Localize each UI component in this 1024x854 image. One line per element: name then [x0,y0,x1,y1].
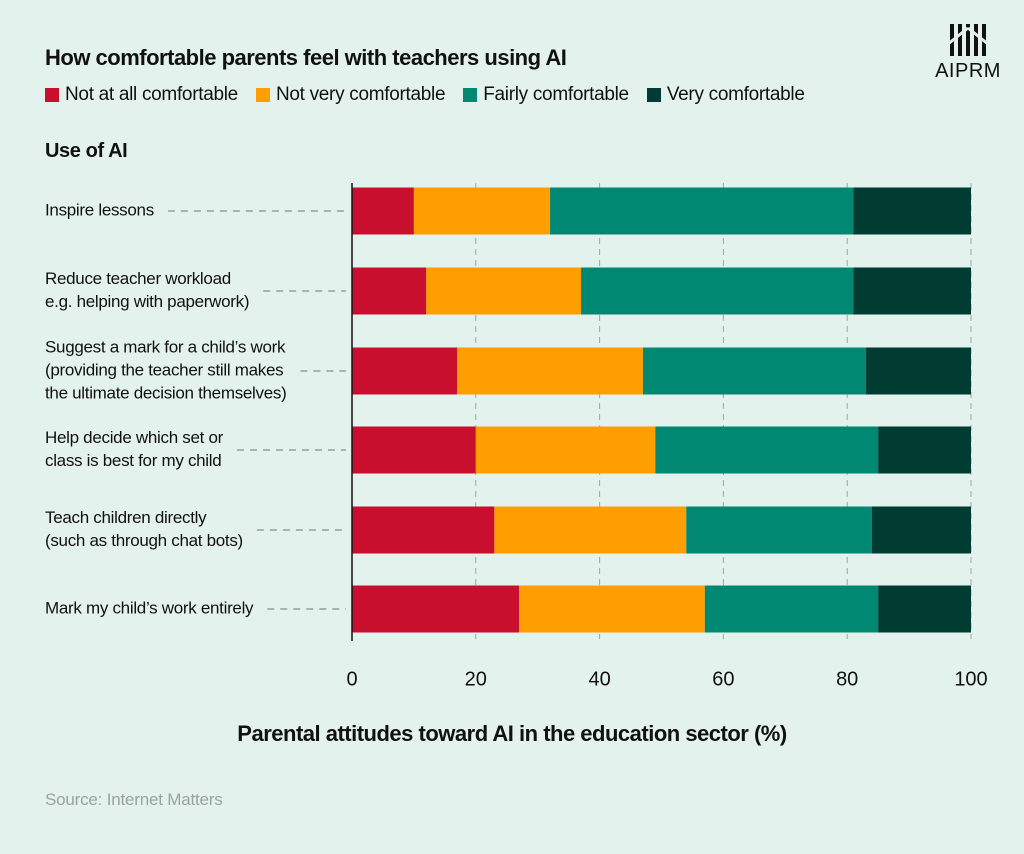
bar-segment-4-1 [494,506,687,554]
source-note: Source: Internet Matters [45,790,223,809]
bar-segment-0-0 [352,187,414,235]
category-label-0-0: Inspire lessons [45,200,154,219]
bar-segment-4-2 [686,506,872,554]
bar-segment-5-3 [878,585,971,633]
bar-segment-1-1 [426,267,582,315]
category-label-4-1: (such as through chat bots) [45,531,243,550]
bar-segment-0-3 [853,187,971,235]
legend-swatch-not-at-all [45,88,59,102]
bar-segment-1-2 [581,267,854,315]
bar-segment-3-0 [352,426,476,474]
bar-segment-1-0 [352,267,427,315]
section-title: Use of AI [45,140,128,162]
bar-segment-5-2 [704,585,879,633]
category-label-3-0: Help decide which set or [45,428,224,447]
bar-segment-0-1 [413,187,551,235]
stacked-bar-chart: Inspire lessons Reduce teacher workload e.… [45,183,988,690]
legend-item-not-at-all: Not at all comfortable [45,84,238,106]
bar-segment-2-1 [457,347,643,395]
bar-segment-2-0 [352,347,458,395]
x-tick-label-40: 40 [588,668,610,690]
category-label-2-1: (providing the teacher still makes [45,360,283,379]
logo-text: AIPRM [935,60,1001,82]
legend-label-not-very: Not very comfortable [275,84,446,105]
bar-segment-2-2 [642,347,866,395]
legend-item-fairly: Fairly comfortable [463,84,629,106]
legend-label-very: Very comfortable [666,84,805,105]
legend-swatch-fairly [463,88,478,102]
legend-item-not-very: Not very comfortable [255,84,446,106]
legend-swatch-very [646,88,661,102]
x-tick-label-0: 0 [346,668,357,690]
legend-item-very: Very comfortable [646,84,805,106]
category-label-1-1: e.g. helping with paperwork) [45,292,249,311]
bar-segment-3-2 [655,426,879,474]
category-label-3-1: class is best for my child [45,451,221,470]
brand-logo: AIPRM [930,22,1006,83]
legend-label-fairly: Fairly comfortable [483,84,629,105]
chart-title: How comfortable parents feel with teache… [45,45,567,70]
bar-segment-5-1 [519,585,705,633]
category-label-2-0: Suggest a mark for a child’s work [45,337,286,356]
x-tick-label-20: 20 [465,668,487,690]
category-label-4-0: Teach children directly [45,508,207,527]
bar-segment-5-0 [352,585,520,633]
logo-icon [948,24,988,56]
legend: Not at all comfortable Not very comforta… [45,84,823,106]
bar-segment-3-1 [475,426,656,474]
bar-segment-0-2 [550,187,854,235]
bar-segment-4-3 [871,506,971,554]
category-label-1-0: Reduce teacher workload [45,269,231,288]
category-label-5-0: Mark my child’s work entirely [45,598,254,617]
x-tick-label-60: 60 [712,668,734,690]
x-axis-title: Parental attitudes toward AI in the educ… [237,721,787,746]
x-tick-label-100: 100 [954,668,987,690]
bar-segment-4-0 [352,506,495,554]
legend-swatch-not-very [255,88,270,102]
bar-segment-1-3 [853,267,971,315]
legend-label-not-at-all: Not at all comfortable [65,84,238,105]
bar-segment-2-3 [865,347,971,395]
x-tick-label-80: 80 [836,668,858,690]
bar-segment-3-3 [878,426,971,474]
category-label-2-2: the ultimate decision themselves) [45,383,286,402]
